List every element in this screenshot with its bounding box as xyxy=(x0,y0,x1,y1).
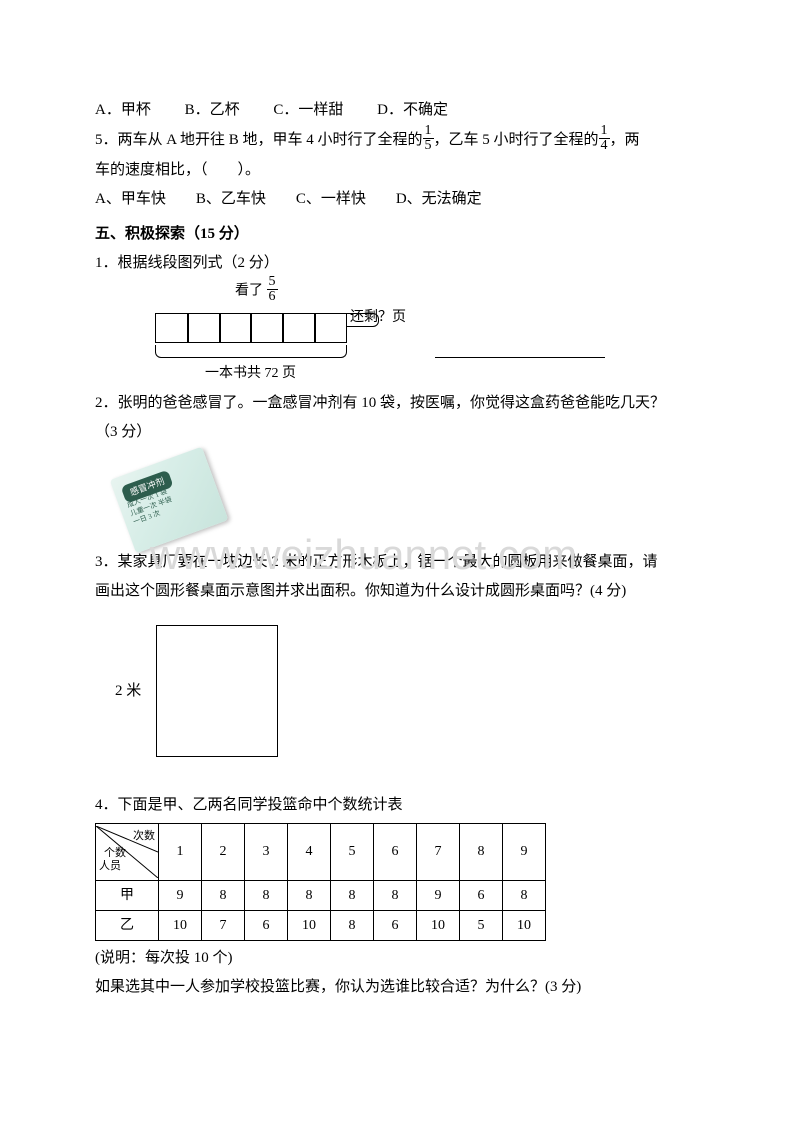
head-bl: 人员 xyxy=(99,857,121,877)
stat-table: 次数 个数 人员 1 2 3 4 5 6 7 8 9 甲 9 8 8 8 8 8… xyxy=(95,823,546,941)
cell: 8 xyxy=(331,911,374,941)
opt-a: A．甲杯 xyxy=(95,102,151,118)
cell: 6 xyxy=(374,911,417,941)
s5q2-line1: 2．张明的爸爸感冒了。一盒感冒冲剂有 10 袋，按医嘱，你觉得这盒药爸爸能吃几天… xyxy=(95,390,705,417)
q5-frac2: 14 xyxy=(599,124,610,153)
tape-total: 一本书共 72 页 xyxy=(205,361,296,386)
cell: 9 xyxy=(159,881,202,911)
rowB-name: 乙 xyxy=(96,911,159,941)
col-h: 3 xyxy=(245,824,288,881)
tape-frac: 56 xyxy=(267,275,278,304)
tape-bar xyxy=(155,313,347,343)
cell: 9 xyxy=(417,881,460,911)
col-h: 4 xyxy=(288,824,331,881)
table-row: 乙 10 7 6 10 8 6 10 5 10 xyxy=(96,911,546,941)
tape-read-label: 看了 56 xyxy=(235,277,278,306)
q5-frac1: 15 xyxy=(423,124,434,153)
q4-options: A．甲杯 B．乙杯 C．一样甜 D．不确定 xyxy=(95,97,705,124)
square-diagram: 2 米 xyxy=(115,625,705,757)
cell: 8 xyxy=(374,881,417,911)
s5q3-line2: 画出这个圆形餐桌面示意图并求出面积。你知道为什么设计成圆形桌面吗？(4 分) xyxy=(95,578,705,605)
diagonal-header: 次数 个数 人员 xyxy=(96,826,158,878)
q5-line2: 车的速度相比，（ ）。 xyxy=(95,157,705,184)
tape-extra xyxy=(346,313,379,327)
tape-diagram: 看了 56 还剩？页 一本书共 72 页 xyxy=(155,283,415,358)
col-h: 2 xyxy=(202,824,245,881)
col-h: 9 xyxy=(503,824,546,881)
cell: 6 xyxy=(245,911,288,941)
col-h: 8 xyxy=(460,824,503,881)
col-h: 6 xyxy=(374,824,417,881)
col-h: 7 xyxy=(417,824,460,881)
opt-c: C．一样甜 xyxy=(273,102,343,118)
q5-prefix: 5．两车从 A 地开往 B 地，甲车 4 小时行了全程的 xyxy=(95,132,423,148)
opt-b: B．乙杯 xyxy=(185,102,240,118)
table-row: 甲 9 8 8 8 8 8 9 6 8 xyxy=(96,881,546,911)
head-tr: 次数 xyxy=(133,827,155,847)
cell: 8 xyxy=(202,881,245,911)
cell: 10 xyxy=(288,911,331,941)
q5-line1: 5．两车从 A 地开往 B 地，甲车 4 小时行了全程的15，乙车 5 小时行了… xyxy=(95,126,705,155)
cell: 6 xyxy=(460,881,503,911)
cell: 8 xyxy=(288,881,331,911)
cell: 10 xyxy=(417,911,460,941)
s5q1-text: 1．根据线段图列式（2 分） xyxy=(95,250,705,277)
cell: 5 xyxy=(460,911,503,941)
square-box xyxy=(156,625,278,757)
s5q4-ask: 如果选其中一人参加学校投篮比赛，你认为选谁比较合适？为什么？(3 分) xyxy=(95,974,705,1001)
cell: 8 xyxy=(245,881,288,911)
cell: 7 xyxy=(202,911,245,941)
section5-title: 五、积极探索（15 分） xyxy=(95,221,705,248)
cell: 10 xyxy=(503,911,546,941)
square-side-label: 2 米 xyxy=(115,678,141,705)
s5q4-intro: 4．下面是甲、乙两名同学投篮命中个数统计表 xyxy=(95,792,705,819)
s5q3-line1: 3．某家具厂要在一块边长 2 米的正方形木板上，锯一个最大的圆板用来做餐桌面，请 xyxy=(95,549,705,576)
col-h: 1 xyxy=(159,824,202,881)
table-header-row: 次数 个数 人员 1 2 3 4 5 6 7 8 9 xyxy=(96,824,546,881)
opt-d: D．不确定 xyxy=(377,102,448,118)
rowA-name: 甲 xyxy=(96,881,159,911)
cell: 10 xyxy=(159,911,202,941)
medicine-box: 感冒冲剂 成人一次 1 袋 儿童一次 半袋 一日 3 次 xyxy=(110,447,229,554)
tape-brace xyxy=(155,345,347,358)
cell: 8 xyxy=(331,881,374,911)
s5q4-note: (说明：每次投 10 个) xyxy=(95,945,705,972)
answer-blank[interactable] xyxy=(435,357,605,358)
q5-opts: A、甲车快 B、乙车快 C、一样快 D、无法确定 xyxy=(95,186,705,213)
q5-suffix: ，两 xyxy=(610,132,640,148)
cell: 8 xyxy=(503,881,546,911)
col-h: 5 xyxy=(331,824,374,881)
q5-mid: ，乙车 5 小时行了全程的 xyxy=(434,132,599,148)
s5q2-line2: （3 分） xyxy=(95,419,705,446)
